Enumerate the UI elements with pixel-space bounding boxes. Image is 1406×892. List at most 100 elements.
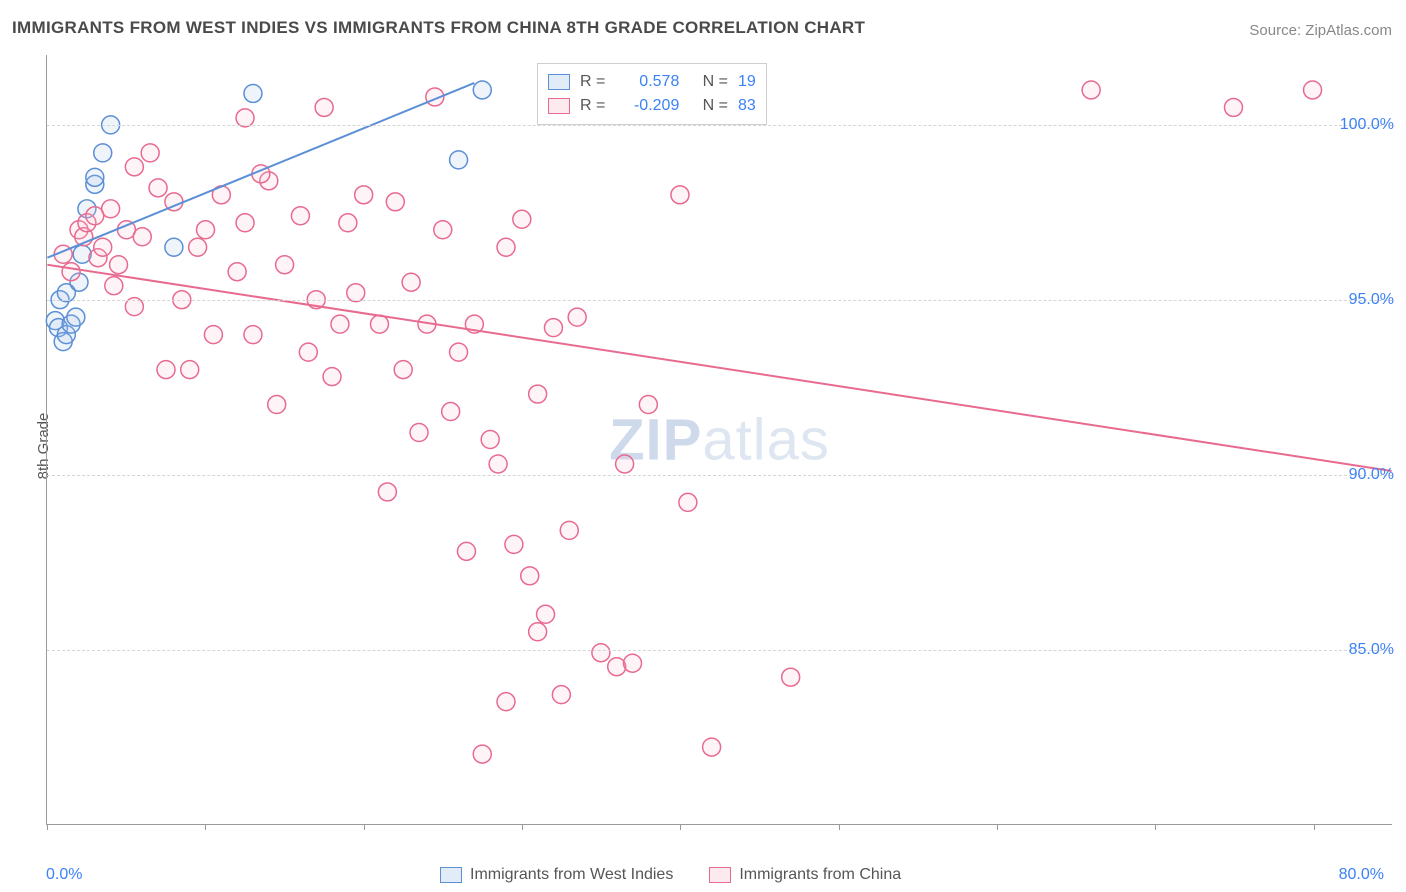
scatter-point bbox=[1082, 81, 1100, 99]
scatter-point bbox=[394, 361, 412, 379]
scatter-point bbox=[315, 98, 333, 116]
scatter-point bbox=[703, 738, 721, 756]
scatter-point bbox=[1224, 98, 1242, 116]
scatter-point bbox=[94, 144, 112, 162]
series-name: Immigrants from West Indies bbox=[470, 866, 673, 884]
series-legend: Immigrants from West Indies Immigrants fr… bbox=[440, 866, 901, 884]
scatter-point bbox=[473, 745, 491, 763]
scatter-point bbox=[497, 693, 515, 711]
scatter-point bbox=[608, 658, 626, 676]
scatter-point bbox=[165, 238, 183, 256]
scatter-point bbox=[489, 455, 507, 473]
x-tick bbox=[839, 824, 840, 830]
plot-area: ZIPatlas R =0.578 N =19R =-0.209 N =83 bbox=[46, 55, 1392, 825]
gridline-h bbox=[47, 300, 1392, 301]
scatter-point bbox=[62, 263, 80, 281]
n-value: 83 bbox=[738, 94, 756, 118]
legend-swatch bbox=[548, 74, 570, 90]
x-axis-max-label: 80.0% bbox=[1339, 866, 1384, 884]
y-tick-label: 85.0% bbox=[1349, 641, 1394, 659]
scatter-point bbox=[529, 385, 547, 403]
scatter-point bbox=[339, 214, 357, 232]
source-attribution: Source: ZipAtlas.com bbox=[1249, 22, 1392, 39]
scatter-point bbox=[236, 214, 254, 232]
scatter-point bbox=[552, 686, 570, 704]
r-value: -0.209 bbox=[615, 94, 679, 118]
scatter-point bbox=[671, 186, 689, 204]
scatter-point bbox=[505, 535, 523, 553]
scatter-point bbox=[244, 84, 262, 102]
scatter-point bbox=[386, 193, 404, 211]
scatter-point bbox=[782, 668, 800, 686]
gridline-h bbox=[47, 125, 1392, 126]
series-name: Immigrants from China bbox=[739, 866, 901, 884]
scatter-point bbox=[1304, 81, 1322, 99]
scatter-point bbox=[497, 238, 515, 256]
scatter-point bbox=[149, 179, 167, 197]
gridline-h bbox=[47, 475, 1392, 476]
scatter-point bbox=[102, 200, 120, 218]
x-tick bbox=[1314, 824, 1315, 830]
scatter-point bbox=[410, 424, 428, 442]
legend-swatch bbox=[548, 98, 570, 114]
plot-svg bbox=[47, 55, 1392, 824]
y-tick-label: 100.0% bbox=[1340, 116, 1394, 134]
scatter-point bbox=[125, 158, 143, 176]
scatter-point bbox=[299, 343, 317, 361]
r-label: R = bbox=[580, 94, 605, 118]
scatter-point bbox=[204, 326, 222, 344]
gridline-h bbox=[47, 650, 1392, 651]
source-link[interactable]: ZipAtlas.com bbox=[1305, 22, 1392, 39]
scatter-point bbox=[73, 245, 91, 263]
scatter-point bbox=[513, 210, 531, 228]
n-value: 19 bbox=[738, 70, 756, 94]
scatter-point bbox=[268, 396, 286, 414]
scatter-point bbox=[94, 238, 112, 256]
scatter-point bbox=[616, 455, 634, 473]
scatter-point bbox=[181, 361, 199, 379]
y-tick-label: 90.0% bbox=[1349, 466, 1394, 484]
scatter-point bbox=[402, 273, 420, 291]
scatter-point bbox=[370, 315, 388, 333]
scatter-point bbox=[276, 256, 294, 274]
x-tick bbox=[205, 824, 206, 830]
stats-legend-row: R =-0.209 N =83 bbox=[548, 94, 756, 118]
x-tick bbox=[997, 824, 998, 830]
scatter-point bbox=[228, 263, 246, 281]
scatter-point bbox=[323, 368, 341, 386]
scatter-point bbox=[521, 567, 539, 585]
scatter-point bbox=[450, 151, 468, 169]
x-axis-min-label: 0.0% bbox=[46, 866, 82, 884]
scatter-point bbox=[244, 326, 262, 344]
scatter-point bbox=[624, 654, 642, 672]
r-label: R = bbox=[580, 70, 605, 94]
r-value: 0.578 bbox=[615, 70, 679, 94]
scatter-point bbox=[141, 144, 159, 162]
x-tick bbox=[47, 824, 48, 830]
scatter-point bbox=[537, 605, 555, 623]
scatter-point bbox=[544, 319, 562, 337]
trend-line bbox=[47, 83, 474, 258]
x-tick bbox=[364, 824, 365, 830]
scatter-point bbox=[157, 361, 175, 379]
stats-legend-row: R =0.578 N =19 bbox=[548, 70, 756, 94]
scatter-point bbox=[450, 343, 468, 361]
scatter-point bbox=[355, 186, 373, 204]
source-label: Source: bbox=[1249, 22, 1305, 39]
series-legend-item: Immigrants from China bbox=[709, 866, 901, 884]
y-tick-label: 95.0% bbox=[1349, 291, 1394, 309]
scatter-point bbox=[529, 623, 547, 641]
x-tick bbox=[522, 824, 523, 830]
stats-legend-box: R =0.578 N =19R =-0.209 N =83 bbox=[537, 63, 767, 125]
scatter-point bbox=[568, 308, 586, 326]
scatter-point bbox=[473, 81, 491, 99]
trend-line bbox=[47, 265, 1391, 471]
x-tick bbox=[680, 824, 681, 830]
scatter-point bbox=[679, 493, 697, 511]
x-tick bbox=[1155, 824, 1156, 830]
chart-title: IMMIGRANTS FROM WEST INDIES VS IMMIGRANT… bbox=[12, 18, 865, 38]
scatter-point bbox=[110, 256, 128, 274]
scatter-point bbox=[291, 207, 309, 225]
scatter-point bbox=[457, 542, 475, 560]
scatter-point bbox=[481, 431, 499, 449]
